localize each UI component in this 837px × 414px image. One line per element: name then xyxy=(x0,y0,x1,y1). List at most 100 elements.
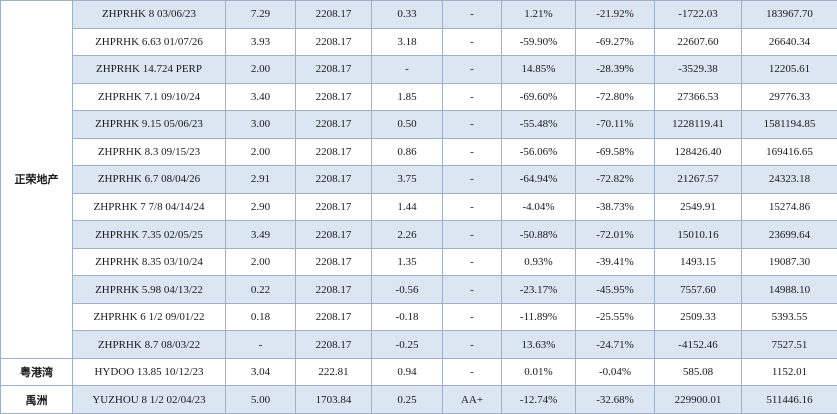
pct1-cell: -50.88% xyxy=(502,221,576,249)
rating-cell: - xyxy=(443,193,502,221)
col1-cell: 5.00 xyxy=(226,386,296,414)
rating-cell: - xyxy=(443,331,502,359)
pct1-cell: -59.90% xyxy=(502,28,576,56)
pct1-cell: 1.21% xyxy=(502,1,576,29)
value1-cell: -1722.03 xyxy=(655,1,742,29)
pct1-cell: -11.89% xyxy=(502,303,576,331)
col3-cell: 0.25 xyxy=(372,386,443,414)
pct2-cell: -72.80% xyxy=(576,83,655,111)
bond-name-cell: ZHPRHK 7 7/8 04/14/24 xyxy=(73,193,226,221)
col2-cell: 2208.17 xyxy=(296,331,372,359)
pct2-cell: -25.55% xyxy=(576,303,655,331)
value1-cell: 27366.53 xyxy=(655,83,742,111)
value1-cell: -4152.46 xyxy=(655,331,742,359)
pct1-cell: -69.60% xyxy=(502,83,576,111)
bond-name-cell: ZHPRHK 8.35 03/10/24 xyxy=(73,248,226,276)
rating-cell: - xyxy=(443,276,502,304)
rating-cell: - xyxy=(443,248,502,276)
rating-cell: - xyxy=(443,111,502,139)
col3-cell: -0.25 xyxy=(372,331,443,359)
value2-cell: 24323.18 xyxy=(742,166,837,194)
col1-cell: 3.49 xyxy=(226,221,296,249)
issuer-cell: 正荣地产 xyxy=(1,1,73,359)
pct2-cell: -39.41% xyxy=(576,248,655,276)
value2-cell: 29776.33 xyxy=(742,83,837,111)
pct1-cell: -55.48% xyxy=(502,111,576,139)
pct2-cell: -0.04% xyxy=(576,358,655,386)
rating-cell: - xyxy=(443,83,502,111)
value2-cell: 23699.64 xyxy=(742,221,837,249)
col1-cell: 0.18 xyxy=(226,303,296,331)
col2-cell: 2208.17 xyxy=(296,166,372,194)
col3-cell: 3.75 xyxy=(372,166,443,194)
col3-cell: 1.35 xyxy=(372,248,443,276)
bond-name-cell: ZHPRHK 7.35 02/05/25 xyxy=(73,221,226,249)
col2-cell: 2208.17 xyxy=(296,221,372,249)
rating-cell: - xyxy=(443,138,502,166)
bond-name-cell: YUZHOU 8 1/2 02/04/23 xyxy=(73,386,226,414)
col1-cell: - xyxy=(226,331,296,359)
bond-name-cell: ZHPRHK 8.7 08/03/22 xyxy=(73,331,226,359)
value2-cell: 14988.10 xyxy=(742,276,837,304)
pct2-cell: -28.39% xyxy=(576,56,655,84)
pct1-cell: -56.06% xyxy=(502,138,576,166)
pct2-cell: -69.58% xyxy=(576,138,655,166)
pct2-cell: -70.11% xyxy=(576,111,655,139)
col1-cell: 2.91 xyxy=(226,166,296,194)
value2-cell: 12205.61 xyxy=(742,56,837,84)
col2-cell: 2208.17 xyxy=(296,28,372,56)
pct1-cell: 14.85% xyxy=(502,56,576,84)
value2-cell: 5393.55 xyxy=(742,303,837,331)
pct2-cell: -38.73% xyxy=(576,193,655,221)
bond-name-cell: ZHPRHK 8.3 09/15/23 xyxy=(73,138,226,166)
value1-cell: 585.08 xyxy=(655,358,742,386)
value2-cell: 511446.16 xyxy=(742,386,837,414)
bond-name-cell: ZHPRHK 8 03/06/23 xyxy=(73,1,226,29)
col1-cell: 3.40 xyxy=(226,83,296,111)
value1-cell: 2549.91 xyxy=(655,193,742,221)
rating-cell: - xyxy=(443,221,502,249)
col1-cell: 2.00 xyxy=(226,248,296,276)
pct1-cell: -23.17% xyxy=(502,276,576,304)
bond-name-cell: ZHPRHK 5.98 04/13/22 xyxy=(73,276,226,304)
pct2-cell: -24.71% xyxy=(576,331,655,359)
value2-cell: 183967.70 xyxy=(742,1,837,29)
bond-name-cell: ZHPRHK 7.1 09/10/24 xyxy=(73,83,226,111)
pct2-cell: -32.68% xyxy=(576,386,655,414)
rating-cell: - xyxy=(443,1,502,29)
issuer-cell: 粤港湾 xyxy=(1,358,73,386)
col1-cell: 2.00 xyxy=(226,56,296,84)
col2-cell: 2208.17 xyxy=(296,1,372,29)
col2-cell: 1703.84 xyxy=(296,386,372,414)
col3-cell: -0.56 xyxy=(372,276,443,304)
pct1-cell: -64.94% xyxy=(502,166,576,194)
col1-cell: 3.00 xyxy=(226,111,296,139)
pct2-cell: -72.82% xyxy=(576,166,655,194)
pct1-cell: -4.04% xyxy=(502,193,576,221)
pct2-cell: -72.01% xyxy=(576,221,655,249)
table-row: ZHPRHK 8.7 08/03/22-2208.17-0.25-13.63%-… xyxy=(1,331,837,359)
rating-cell: - xyxy=(443,56,502,84)
value1-cell: 21267.57 xyxy=(655,166,742,194)
bond-name-cell: ZHPRHK 9.15 05/06/23 xyxy=(73,111,226,139)
value2-cell: 19087.30 xyxy=(742,248,837,276)
col1-cell: 2.00 xyxy=(226,138,296,166)
bond-name-cell: HYDOO 13.85 10/12/23 xyxy=(73,358,226,386)
value2-cell: 7527.51 xyxy=(742,331,837,359)
value1-cell: 7557.60 xyxy=(655,276,742,304)
col2-cell: 2208.17 xyxy=(296,56,372,84)
col1-cell: 2.90 xyxy=(226,193,296,221)
pct2-cell: -21.92% xyxy=(576,1,655,29)
col2-cell: 2208.17 xyxy=(296,111,372,139)
col3-cell: 3.18 xyxy=(372,28,443,56)
pct1-cell: 13.63% xyxy=(502,331,576,359)
